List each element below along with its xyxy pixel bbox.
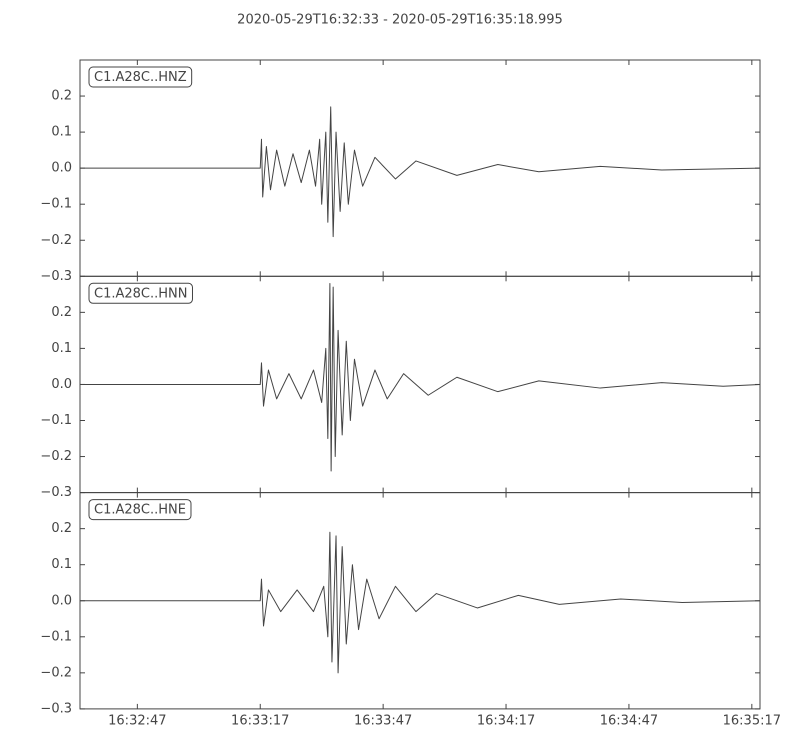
y-tick-label: 0.0: [51, 161, 72, 176]
y-tick-label: −0.1: [40, 197, 72, 212]
chart-title: 2020-05-29T16:32:33 - 2020-05-29T16:35:1…: [237, 13, 563, 28]
y-tick-label: 0.1: [51, 557, 72, 572]
y-tick-label: 0.1: [51, 341, 72, 356]
y-tick-label: 0.0: [51, 377, 72, 392]
y-tick-label: −0.3: [40, 485, 72, 500]
trace: [80, 106, 761, 238]
panel-label: C1.A28C..HNZ: [94, 70, 187, 85]
y-tick-label: −0.2: [40, 233, 72, 248]
x-tick-label: 16:33:17: [231, 713, 289, 728]
y-tick-label: 0.2: [51, 521, 72, 536]
y-tick-label: 0.0: [51, 593, 72, 608]
annotation-box: [88, 499, 192, 521]
y-tick-label: −0.1: [40, 629, 72, 644]
y-tick-label: 0.1: [51, 125, 72, 140]
y-tick-label: 0.2: [51, 305, 72, 320]
x-tick-label: 16:33:47: [354, 713, 412, 728]
x-tick-label: 16:34:17: [477, 713, 535, 728]
y-tick-label: −0.1: [40, 413, 72, 428]
trace: [80, 283, 761, 472]
y-tick-label: −0.3: [40, 701, 72, 716]
y-tick-label: −0.3: [40, 269, 72, 284]
x-tick-label: 16:32:47: [108, 713, 166, 728]
annotation-box: [88, 66, 193, 88]
x-tick-label: 16:34:47: [600, 713, 658, 728]
x-tick-label: 16:35:17: [723, 713, 781, 728]
y-tick-label: 0.2: [51, 89, 72, 104]
y-tick-label: −0.2: [40, 665, 72, 680]
panel-label: C1.A28C..HNN: [94, 286, 187, 301]
trace: [80, 531, 761, 674]
panel-label: C1.A28C..HNE: [94, 503, 186, 518]
y-tick-label: −0.2: [40, 449, 72, 464]
annotation-box: [88, 282, 193, 304]
